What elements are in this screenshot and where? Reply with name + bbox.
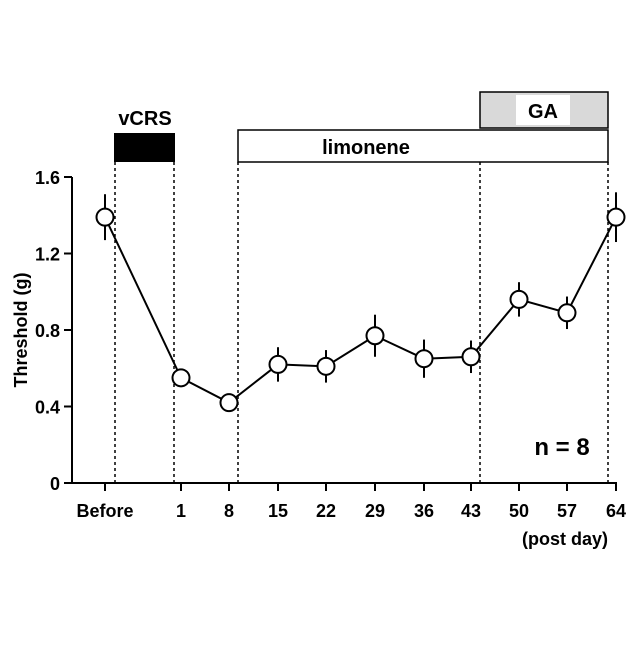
ga-label: GA (528, 101, 558, 123)
x-tick-label: Before (76, 501, 133, 521)
data-point (414, 349, 434, 369)
y-axis-label: Threshold (g) (11, 273, 31, 388)
limonene-label: limonene (322, 137, 410, 159)
x-tick-label: 57 (557, 501, 577, 521)
data-point (461, 347, 481, 367)
x-tick-label: 64 (606, 501, 626, 521)
n-annotation: n = 8 (534, 434, 589, 461)
y-tick-label: 1.6 (35, 168, 60, 188)
x-tick-label: 29 (365, 501, 385, 521)
x-tick-label: 43 (461, 501, 481, 521)
x-tick-label: 50 (509, 501, 529, 521)
data-point (219, 393, 239, 413)
data-point (268, 354, 288, 374)
x-tick-label: 22 (316, 501, 336, 521)
data-point (509, 289, 529, 309)
y-tick-label: 0.4 (35, 398, 60, 418)
data-point (606, 207, 626, 227)
data-point (365, 326, 385, 346)
x-tick-label: 1 (176, 501, 186, 521)
data-point (557, 303, 577, 323)
x-axis-label: (post day) (522, 529, 608, 549)
data-point (316, 356, 336, 376)
y-tick-label: 0 (50, 474, 60, 494)
vcrs-bar (114, 133, 175, 162)
ga-label-background (516, 95, 570, 125)
limonene-bar (237, 129, 609, 163)
y-tick-label: 0.8 (35, 321, 60, 341)
data-point (171, 368, 191, 388)
x-tick-label: 8 (224, 501, 234, 521)
vcrs-label: vCRS (118, 108, 171, 130)
y-tick-label: 1.2 (35, 245, 60, 265)
x-tick-label: 36 (414, 501, 434, 521)
x-tick-label: 15 (268, 501, 288, 521)
data-point (95, 207, 115, 227)
